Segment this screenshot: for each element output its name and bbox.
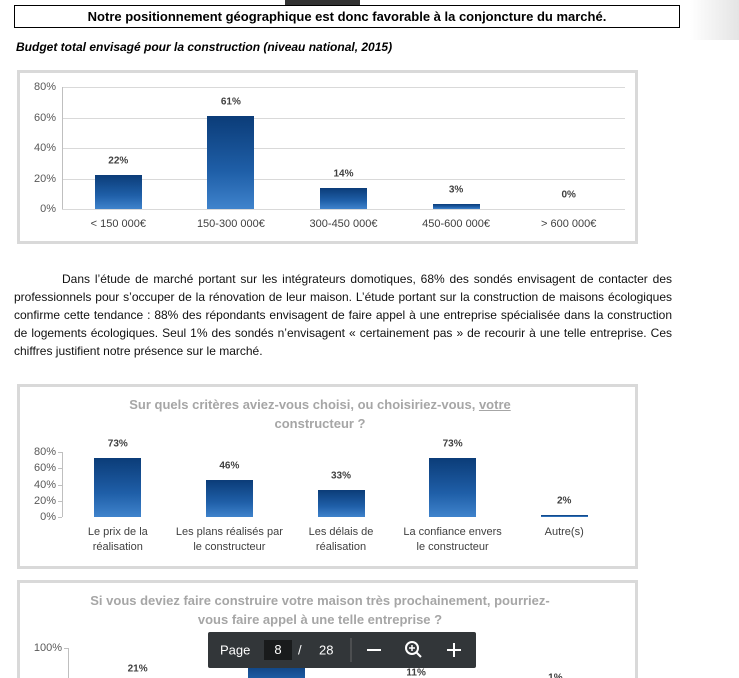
value-label: 33% — [330, 470, 351, 482]
tick-mark — [64, 648, 68, 649]
y-tick-label: 20% — [33, 172, 56, 185]
title-part: constructeur ? — [274, 416, 366, 431]
tick-mark — [58, 484, 62, 486]
bar — [429, 457, 477, 517]
x-tick-label: 300-450 000€ — [309, 218, 378, 230]
y-tick-label: 80% — [33, 81, 56, 93]
x-tick-label: > 600 000€ — [541, 218, 597, 230]
x-tick-label: 450-600 000€ — [422, 218, 491, 230]
tick-mark — [58, 517, 62, 518]
grid-line — [62, 87, 625, 88]
pdf-toolbar: Page 8 / 28 — [208, 632, 476, 668]
banner: Notre positionnement géographique est do… — [14, 5, 680, 28]
grid-line — [62, 148, 625, 149]
top-tab — [285, 0, 360, 5]
chart-frame — [17, 384, 638, 569]
value-label: 46% — [219, 460, 240, 472]
bar — [317, 490, 365, 517]
x-tick-label: Les délais de réalisation — [308, 526, 374, 553]
edge-shade — [690, 0, 739, 40]
value-label: 0% — [561, 189, 576, 201]
grid-line — [62, 117, 625, 119]
x-tick-label: < 150 000€ — [90, 218, 146, 230]
value-label: 14% — [333, 168, 354, 180]
value-label: 3% — [448, 184, 464, 196]
grid-line — [62, 209, 625, 210]
page-total: 28 — [319, 642, 334, 658]
value-label: 22% — [108, 155, 129, 167]
value-label: 1% — [548, 672, 563, 678]
y-axis — [62, 87, 63, 209]
bar — [205, 479, 253, 517]
y-axis — [68, 648, 69, 678]
y-tick-label: 60% — [33, 462, 56, 475]
tick-mark — [58, 500, 62, 502]
toolbar-icons — [350, 638, 461, 662]
x-tick-label: La confiance envers le constructeur — [403, 526, 502, 553]
y-tick-label: 40% — [33, 142, 56, 154]
chart-frame — [17, 70, 638, 244]
x-tick-label: Autre(s) — [544, 526, 584, 538]
y-tick-label: 100% — [33, 642, 62, 654]
bar — [320, 187, 367, 209]
value-label: 2% — [556, 495, 572, 507]
chart-frame — [17, 580, 638, 678]
value-label: 11% — [406, 667, 426, 678]
value-label: 73% — [442, 438, 463, 450]
page-input[interactable]: 8 — [264, 640, 292, 660]
value-label: 61% — [220, 96, 241, 108]
chart-title: Sur quels critères aviez-vous choisi, ou… — [110, 395, 530, 433]
x-tick-label: Les plans réalisés par le constructeur — [175, 526, 283, 553]
value-label: 73% — [107, 438, 128, 450]
x-tick-label: Le prix de la réalisation — [87, 526, 148, 553]
title-part: Sur quels critères aviez-vous choisi, ou… — [129, 397, 476, 412]
page-separator: / — [298, 642, 302, 658]
paragraph: Dans l’étude de marché portant sur les i… — [14, 272, 672, 358]
title-part: votre — [478, 397, 511, 412]
page-label: Page — [220, 642, 251, 658]
y-tick-label: 60% — [33, 111, 56, 124]
bar — [94, 175, 142, 209]
bar — [207, 115, 255, 209]
zoom-fit[interactable] — [405, 641, 422, 658]
y-axis — [62, 452, 63, 517]
tick-mark — [58, 452, 62, 453]
bar — [94, 457, 142, 517]
y-tick-label: 0% — [40, 203, 56, 215]
value-label: 21% — [127, 663, 148, 675]
chart-subtitle: Budget total envisagé pour la constructi… — [16, 40, 393, 54]
bar — [432, 204, 480, 209]
grid-line — [62, 178, 625, 180]
y-tick-label: 0% — [40, 511, 56, 523]
y-tick-label: 80% — [33, 446, 56, 458]
y-tick-label: 20% — [33, 494, 56, 507]
tick-mark — [58, 468, 62, 470]
chart-title: Si vous deviez faire construire votre ma… — [90, 593, 550, 627]
bar — [540, 515, 588, 517]
y-tick-label: 40% — [33, 478, 56, 491]
zoom-in[interactable] — [447, 643, 461, 657]
x-tick-label: 150-300 000€ — [196, 218, 265, 230]
